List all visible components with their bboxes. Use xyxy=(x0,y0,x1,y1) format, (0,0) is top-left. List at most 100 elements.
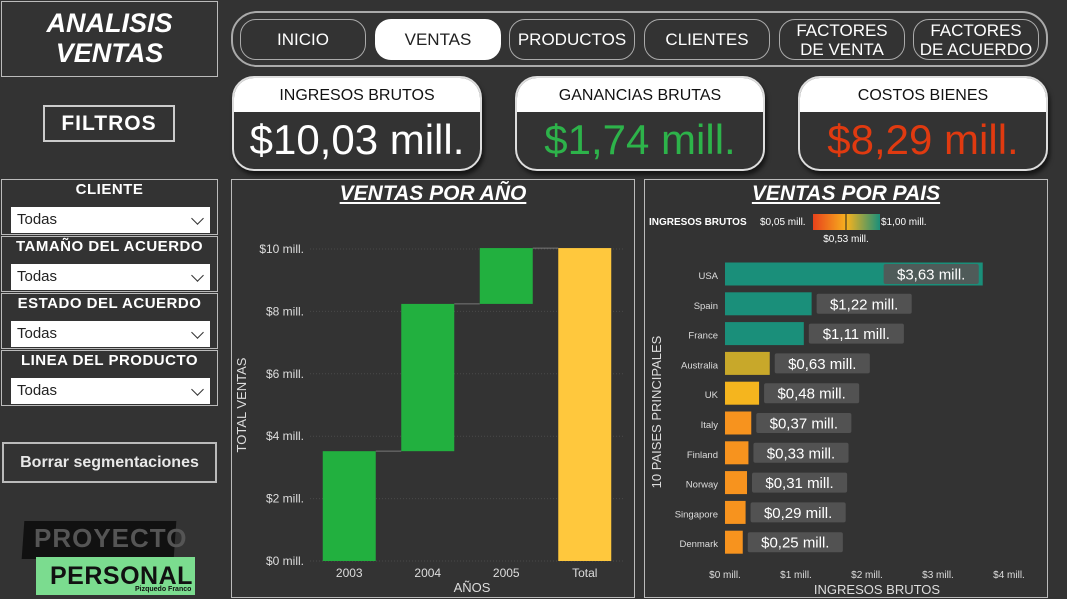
data-label: $0,31 mill. xyxy=(765,475,833,492)
cliente-dropdown[interactable]: Todas xyxy=(11,207,210,233)
legend-max: $1,00 mill. xyxy=(881,217,927,228)
x-tick-label: $3 mill. xyxy=(922,570,954,581)
x-axis-label: INGRESOS BRUTOS xyxy=(814,582,941,597)
slicer-label: LINEA DEL PRODUCTO xyxy=(20,352,199,369)
chevron-down-icon xyxy=(191,269,204,282)
category-label: Singapore xyxy=(675,509,718,520)
kpi-label: COSTOS BIENES xyxy=(800,78,1046,112)
kpi-value: $1,74 mill. xyxy=(544,116,736,163)
bar-2003 xyxy=(322,451,376,561)
data-label: $1,11 mill. xyxy=(823,326,890,343)
dropdown-value: Todas xyxy=(17,382,58,399)
data-label-bg xyxy=(747,532,843,553)
nav-inicio[interactable]: INICIO xyxy=(240,19,366,60)
chart-title: VENTAS POR PAIS xyxy=(751,182,941,205)
legend-title: INGRESOS BRUTOS xyxy=(649,217,747,228)
category-label: USA xyxy=(698,271,718,282)
data-label: $0,25 mill. xyxy=(761,535,829,552)
x-tick-label: 2005 xyxy=(493,566,520,580)
data-label: $3,63 mill. xyxy=(897,267,965,284)
data-label: $0,63 mill. xyxy=(788,356,856,373)
y-tick-label: $10 mill. xyxy=(259,242,304,256)
estado-acuerdo-dropdown[interactable]: Todas xyxy=(11,321,210,347)
filters-button[interactable]: FILTROS xyxy=(43,105,175,142)
slicer-label: CLIENTE xyxy=(75,181,144,198)
data-label-bg xyxy=(750,502,846,523)
kpi-value: $10,03 mill. xyxy=(249,116,465,163)
kpi-costos-bienes: COSTOS BIENES $8,29 mill. xyxy=(798,76,1048,171)
bar-norway xyxy=(725,471,748,495)
data-label: $0,37 mill. xyxy=(770,416,838,433)
legend-mid: $0,53 mill. xyxy=(823,234,869,245)
data-label-bg xyxy=(764,383,860,404)
data-label: $1,22 mill. xyxy=(830,296,898,313)
x-tick-label: Total xyxy=(572,566,597,580)
slicer-estado-acuerdo: ESTADO DEL ACUERDO Todas xyxy=(1,293,218,349)
data-label-bg xyxy=(816,293,912,314)
slicer-linea-producto: LINEA DEL PRODUCTO Todas xyxy=(1,350,218,406)
y-tick-label: $0 mill. xyxy=(266,554,304,568)
category-label: Norway xyxy=(686,480,718,491)
slicer-cliente: CLIENTE Todas xyxy=(1,179,218,235)
kpi-ingresos-brutos: INGRESOS BRUTOS $10,03 mill. xyxy=(232,76,482,171)
kpi-label: INGRESOS BRUTOS xyxy=(234,78,480,112)
category-label: Spain xyxy=(694,301,718,312)
data-label: $0,48 mill. xyxy=(777,386,845,403)
logo-signature: Pizquedo Franco xyxy=(135,586,192,593)
nav-factores-acuerdo[interactable]: FACTORES DE ACUERDO xyxy=(913,19,1039,60)
data-label-bg xyxy=(756,413,852,433)
y-tick-label: $8 mill. xyxy=(266,304,304,318)
bar-australia xyxy=(725,351,770,375)
ventas-por-pais-chart: INGRESOS BRUTOS $0,05 mill. $1,00 mill. $0,… xyxy=(649,214,1025,597)
y-tick-label: $4 mill. xyxy=(266,429,304,443)
kpi-value: $8,29 mill. xyxy=(827,116,1019,163)
data-label-bg xyxy=(774,353,870,374)
chevron-down-icon xyxy=(191,383,204,396)
x-tick-label: 2003 xyxy=(336,566,363,580)
data-label-bg xyxy=(883,264,979,284)
nav-bar xyxy=(231,11,1048,67)
legend-min: $0,05 mill. xyxy=(760,217,806,228)
nav-ventas[interactable]: VENTAS xyxy=(375,19,501,60)
bar-italy xyxy=(725,411,752,435)
linea-producto-dropdown[interactable]: Todas xyxy=(11,378,210,404)
report-title: ANALISIS VENTAS xyxy=(1,1,218,77)
bar-Total xyxy=(558,248,612,561)
logo-bottom-block xyxy=(36,557,195,595)
chart-title: VENTAS POR AÑO xyxy=(339,182,527,205)
category-label: Italy xyxy=(701,420,719,431)
category-label: Denmark xyxy=(679,539,718,550)
x-tick-label: 2004 xyxy=(414,566,441,580)
nav-clientes[interactable]: CLIENTES xyxy=(644,19,770,60)
bar-france xyxy=(725,322,804,346)
slicer-tamano-acuerdo: TAMAÑO DEL ACUERDO Todas xyxy=(1,236,218,292)
x-axis-label: AÑOS xyxy=(454,580,491,595)
slicer-label: TAMAÑO DEL ACUERDO xyxy=(15,238,204,255)
kpi-label: GANANCIAS BRUTAS xyxy=(517,78,763,112)
y-axis-label: TOTAL VENTAS xyxy=(234,357,249,452)
bar-uk xyxy=(725,381,760,405)
data-label-bg xyxy=(752,472,848,493)
y-tick-label: $2 mill. xyxy=(266,492,304,506)
logo-top-text: PROYECTO xyxy=(34,523,188,553)
category-label: France xyxy=(688,331,718,342)
ventas-por-ano-panel: VENTAS POR AÑO $0 mill. $2 mill. $4 mill. $… xyxy=(231,179,635,598)
nav-productos[interactable]: PRODUCTOS xyxy=(509,19,635,60)
dropdown-value: Todas xyxy=(17,325,58,342)
kpi-ganancias-brutas: GANANCIAS BRUTAS $1,74 mill. xyxy=(515,76,765,171)
chevron-down-icon xyxy=(191,212,204,225)
category-label: Finland xyxy=(687,450,718,461)
bar-spain xyxy=(725,292,812,316)
dropdown-value: Todas xyxy=(17,211,58,228)
bar-2004 xyxy=(401,303,455,452)
y-tick-label: $6 mill. xyxy=(266,367,304,381)
tamano-acuerdo-dropdown[interactable]: Todas xyxy=(11,264,210,290)
data-label-bg xyxy=(808,323,904,344)
ventas-por-ano-chart: $0 mill. $2 mill. $4 mill. $6 mill. $8 mill.… xyxy=(234,242,624,595)
ventas-por-pais-panel: VENTAS POR PAIS INGRESOS BRUTOS $0,05 mil… xyxy=(644,179,1048,598)
chevron-down-icon xyxy=(191,326,204,339)
clear-slicers-button[interactable]: Borrar segmentaciones xyxy=(2,442,217,483)
nav-factores-venta[interactable]: FACTORES DE VENTA xyxy=(779,19,905,60)
bar-finland xyxy=(725,441,749,465)
x-tick-label: $0 mill. xyxy=(709,570,741,581)
